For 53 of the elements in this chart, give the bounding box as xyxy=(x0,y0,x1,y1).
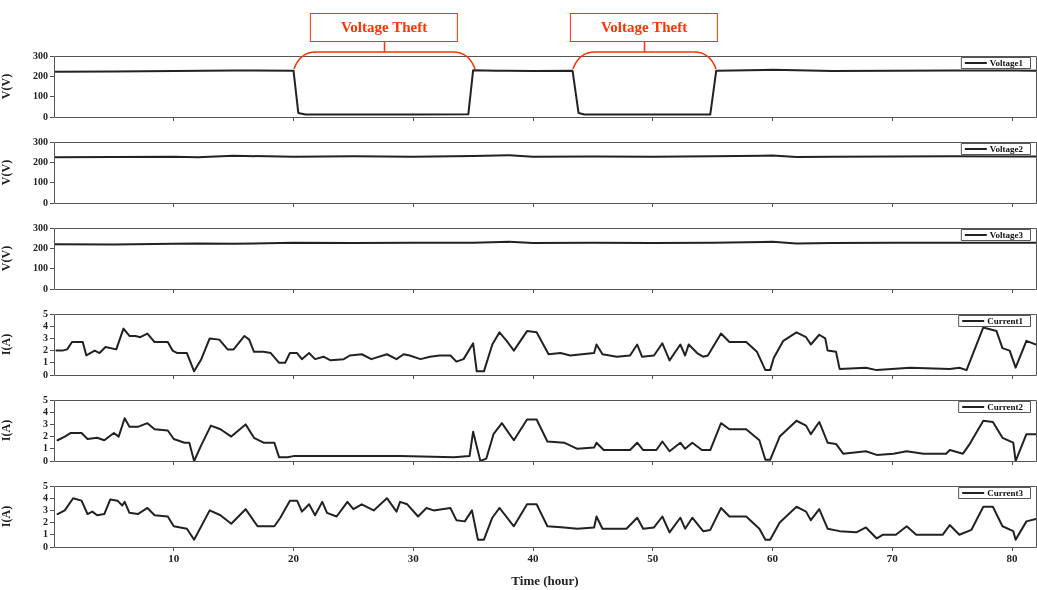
y-axis-title: V(V) xyxy=(0,245,14,272)
y-tick-label: 200 xyxy=(33,241,48,253)
legend-label: Current1 xyxy=(987,315,1024,326)
y-tick-label: 1 xyxy=(43,528,48,540)
y-tick-label: 100 xyxy=(33,262,48,274)
y-axis-title: I(A) xyxy=(0,505,14,528)
y-tick-label: 0 xyxy=(43,368,48,380)
x-tick-label: 70 xyxy=(886,552,899,565)
y-tick-label: 100 xyxy=(33,176,48,188)
y-tick-label: 200 xyxy=(33,69,48,81)
x-tick-label: 10 xyxy=(168,552,180,565)
legend-label: Current2 xyxy=(987,401,1024,412)
y-tick-label: 0 xyxy=(43,454,48,466)
y-axis-title: I(A) xyxy=(0,419,14,442)
x-tick-label: 80 xyxy=(1006,552,1019,565)
y-tick-label: 5 xyxy=(43,307,48,319)
y-tick-label: 200 xyxy=(33,155,48,167)
y-tick-label: 3 xyxy=(43,417,48,429)
text: Voltage Theft xyxy=(309,13,459,42)
y-tick-label: 4 xyxy=(43,319,48,331)
y-tick-label: 3 xyxy=(43,503,48,515)
y-tick-label: 3 xyxy=(43,331,48,343)
y-tick-label: 5 xyxy=(43,479,48,491)
x-tick-label: 20 xyxy=(288,552,300,565)
y-tick-label: 2 xyxy=(43,516,48,528)
x-axis-title: Time (hour) xyxy=(511,572,579,588)
y-tick-label: 4 xyxy=(43,491,48,503)
y-tick-label: 1 xyxy=(43,442,48,454)
y-axis-title: V(V) xyxy=(0,73,14,100)
y-tick-label: 4 xyxy=(43,405,48,417)
legend-label: Voltage1 xyxy=(989,57,1024,68)
y-tick-label: 1 xyxy=(43,356,48,368)
y-axis-title: V(V) xyxy=(0,159,14,186)
legend-label: Voltage2 xyxy=(989,143,1024,154)
y-tick-label: 2 xyxy=(43,344,48,356)
x-tick-label: 50 xyxy=(647,552,659,565)
y-tick-label: 0 xyxy=(43,282,48,294)
y-tick-label: 0 xyxy=(43,196,48,208)
y-tick-label: 0 xyxy=(43,110,48,122)
y-tick-label: 300 xyxy=(33,135,48,147)
y-tick-label: 2 xyxy=(43,430,48,442)
x-tick-label: 60 xyxy=(767,552,779,565)
y-tick-label: 300 xyxy=(33,49,48,61)
y-tick-label: 5 xyxy=(43,393,48,405)
y-tick-label: 100 xyxy=(33,90,48,102)
y-tick-label: 0 xyxy=(43,540,48,552)
y-axis-title: I(A) xyxy=(0,333,14,356)
legend-label: Voltage3 xyxy=(989,229,1024,240)
x-tick-label: 40 xyxy=(527,552,540,565)
legend-label: Current3 xyxy=(987,487,1024,498)
y-tick-label: 300 xyxy=(33,221,48,233)
x-tick-label: 30 xyxy=(407,552,420,565)
text: Voltage Theft xyxy=(569,13,719,42)
